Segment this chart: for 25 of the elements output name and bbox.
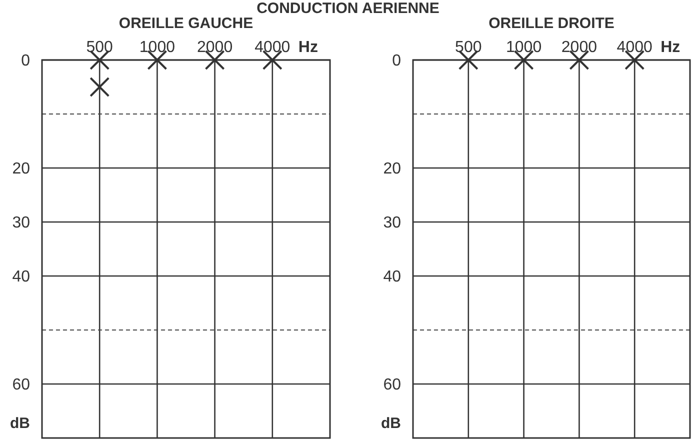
y-tick-label: 40 [383, 268, 402, 286]
y-tick-label: 60 [383, 376, 402, 394]
x-axis-title: Hz [298, 39, 318, 56]
y-tick-label: 0 [21, 52, 30, 70]
y-tick-label: 30 [383, 214, 402, 232]
y-tick-label: 30 [12, 214, 30, 232]
x-tick-label: 1000 [506, 39, 542, 56]
x-tick-label: 1000 [139, 39, 176, 56]
x-axis-title: Hz [660, 39, 680, 56]
x-tick-label: 4000 [616, 39, 652, 56]
y-tick-label: 20 [383, 160, 402, 178]
text: CONDUCTION AERIENNE [256, 0, 440, 17]
x-tick-label: 2000 [561, 39, 598, 56]
chart-title: OREILLE GAUCHE [118, 15, 254, 32]
y-tick-label: 20 [12, 160, 30, 178]
y-tick-label: 0 [392, 52, 402, 70]
y-axis-title: dB [381, 415, 402, 432]
x-tick-label: 4000 [254, 39, 290, 56]
chart-title: OREILLE DROITE [488, 15, 614, 32]
y-axis-title: dB [10, 415, 30, 432]
y-tick-label: 40 [12, 268, 30, 286]
x-tick-label: 2000 [197, 39, 233, 56]
y-tick-label: 60 [12, 376, 30, 394]
x-tick-label: 500 [86, 39, 114, 56]
x-tick-label: 500 [455, 39, 482, 56]
